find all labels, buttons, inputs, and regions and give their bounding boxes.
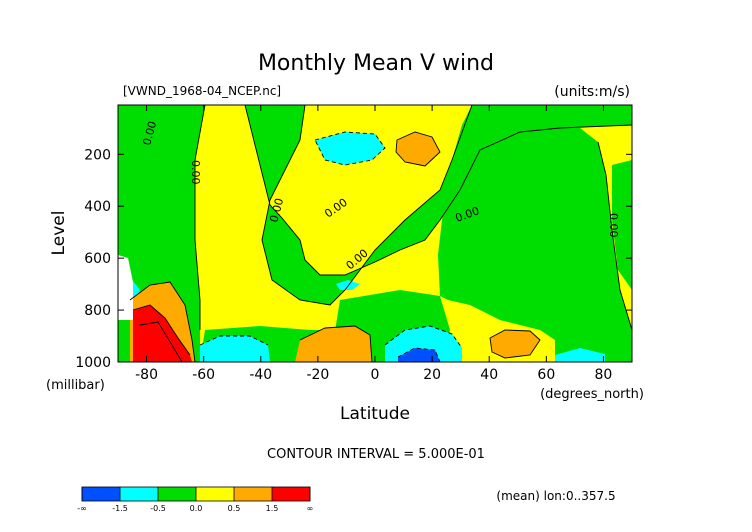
contour-interval: CONTOUR INTERVAL = 5.000E-01 bbox=[267, 447, 485, 462]
colorbar-swatch bbox=[158, 487, 196, 501]
contour-label: 0.00 bbox=[189, 160, 202, 185]
contour-line-negative bbox=[384, 325, 463, 349]
x-tick-label: 0 bbox=[371, 367, 380, 383]
x-tick-label: 20 bbox=[423, 367, 441, 383]
contour-line-negative bbox=[199, 335, 269, 346]
contour-region-cyan bbox=[315, 132, 385, 165]
contour-line-zero bbox=[261, 105, 473, 306]
y-axis-label: Level bbox=[49, 211, 69, 256]
colorbar-swatch bbox=[120, 487, 158, 501]
contour-label: 0.00 bbox=[607, 213, 620, 238]
x-tick-label: 80 bbox=[595, 367, 613, 383]
contour-label: 0.00 bbox=[140, 120, 159, 147]
x-tick-label: -40 bbox=[249, 367, 272, 383]
colorbar-label: -0.5 bbox=[150, 504, 166, 513]
colorbar-label: ∞ bbox=[307, 504, 314, 513]
x-tick-label: 60 bbox=[537, 367, 555, 383]
contour-region-green bbox=[245, 105, 632, 305]
contour-region-cyan bbox=[385, 326, 462, 362]
x-tick-label: -60 bbox=[192, 367, 215, 383]
contour-line bbox=[489, 329, 541, 359]
units-label: (units:m/s) bbox=[554, 84, 630, 100]
footer-note: (mean) lon:0..357.5 bbox=[496, 489, 615, 503]
contour-line bbox=[129, 281, 196, 362]
colorbar-label: -1.5 bbox=[112, 504, 128, 513]
contour-line-zero bbox=[244, 105, 632, 276]
contour-line bbox=[139, 321, 183, 362]
contour-line-zero bbox=[194, 105, 206, 330]
file-label: [VWND_1968-04_NCEP.nc] bbox=[123, 84, 281, 98]
y-tick-label: 800 bbox=[84, 303, 111, 319]
colorbar-swatch bbox=[82, 487, 120, 501]
x-tick-label: -20 bbox=[306, 367, 329, 383]
contour-region-cyan bbox=[336, 280, 360, 290]
contour-label: 0.00 bbox=[267, 197, 286, 224]
colorbar: -∞ -1.5 -0.5 0.0 0.5 1.5 ∞ bbox=[77, 486, 314, 513]
contour-region-orange bbox=[396, 132, 440, 166]
x-tick-label: 40 bbox=[480, 367, 498, 383]
colorbar-label: 0.5 bbox=[228, 504, 241, 513]
plot-area: 0.00 0.00 0.00 0.00 0.00 0.00 0.00 bbox=[118, 105, 632, 362]
colorbar-swatch bbox=[234, 487, 272, 501]
x-tick-label: -80 bbox=[135, 367, 158, 383]
colorbar-swatch bbox=[272, 487, 310, 501]
colorbar-label: -∞ bbox=[77, 504, 87, 513]
contour-line bbox=[132, 304, 191, 356]
contour-line-negative bbox=[314, 131, 386, 166]
colorbar-label: 0.0 bbox=[190, 504, 203, 513]
y-tick-label: 200 bbox=[84, 147, 111, 163]
contour-region-cyan bbox=[555, 348, 605, 362]
x-axis-unit: (degrees_north) bbox=[540, 387, 644, 402]
contour-region-orange bbox=[295, 326, 372, 362]
contour-line bbox=[395, 131, 441, 167]
x-axis-label: Latitude bbox=[340, 404, 410, 424]
contour-line-zero bbox=[597, 141, 632, 331]
contour-line bbox=[299, 325, 373, 362]
missing-data-patch bbox=[118, 255, 133, 320]
chart-title: Monthly Mean V wind bbox=[258, 51, 494, 76]
contour-line-negative bbox=[397, 347, 441, 362]
contour-region-red bbox=[133, 305, 192, 362]
contour-region-orange bbox=[490, 330, 540, 358]
contour-region-cyan bbox=[200, 336, 270, 362]
y-axis-unit: (millibar) bbox=[46, 378, 105, 393]
y-tick-label: 1000 bbox=[75, 355, 111, 371]
contour-region-green bbox=[612, 160, 632, 290]
y-tick-label: 600 bbox=[84, 251, 111, 267]
contour-region-blue bbox=[398, 348, 440, 362]
colorbar-swatch bbox=[196, 487, 234, 501]
colorbar-label: 1.5 bbox=[266, 504, 279, 513]
contour-region-green bbox=[438, 128, 632, 362]
y-tick-label: 400 bbox=[84, 199, 111, 215]
